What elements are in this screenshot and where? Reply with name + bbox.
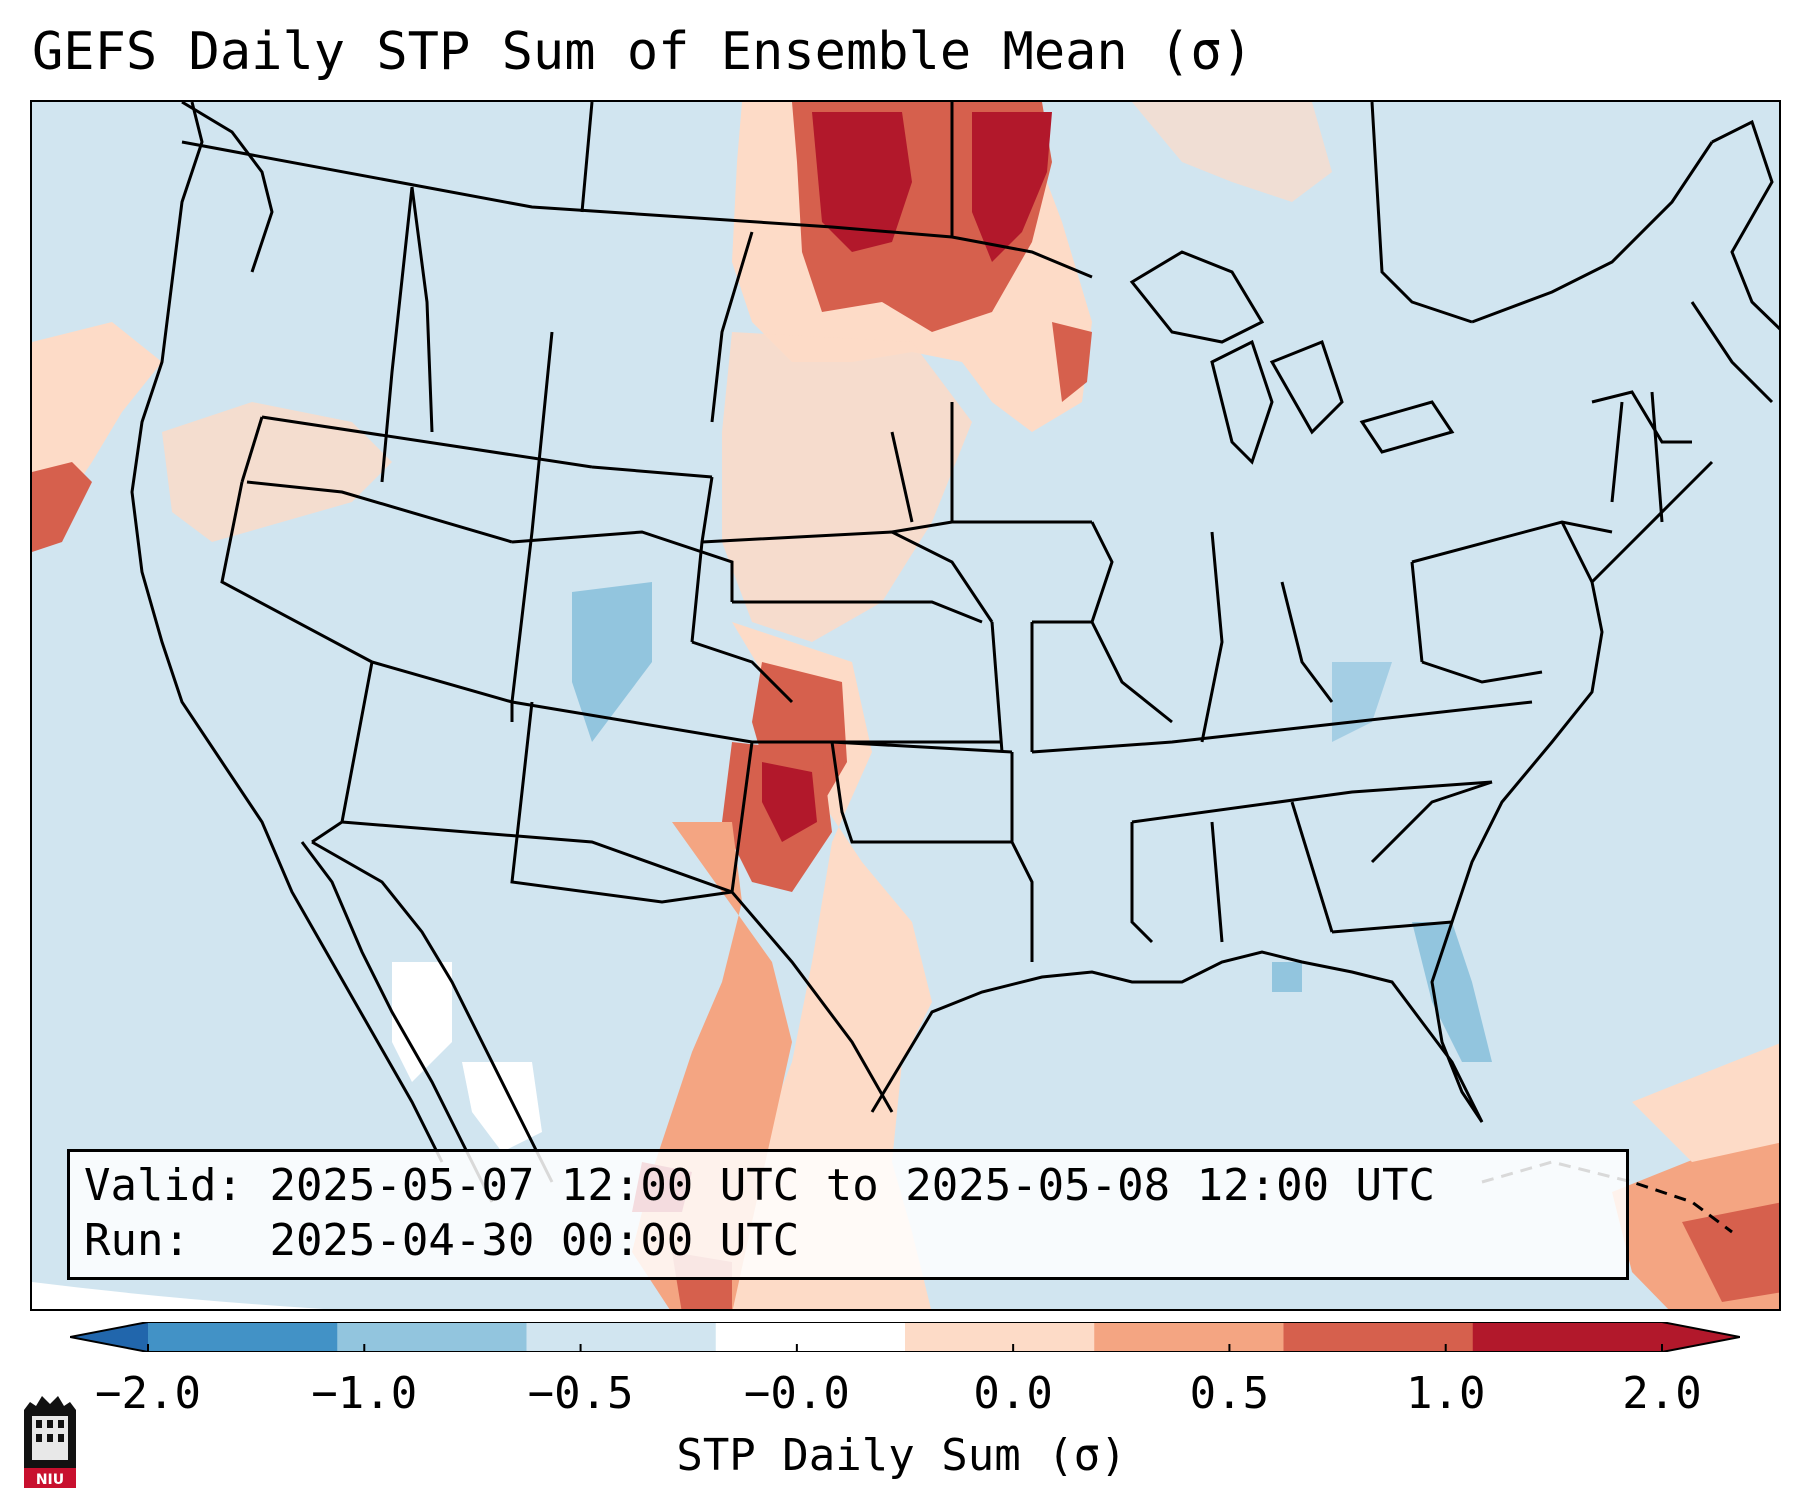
map-canvas bbox=[32, 102, 1779, 1309]
run-row: Run: 2025-04-30 00:00 UTC bbox=[84, 1213, 1626, 1268]
colorbar-tick-label: 2.0 bbox=[1622, 1368, 1702, 1419]
valid-row: Valid: 2025-05-07 12:00 UTC to 2025-05-0… bbox=[84, 1158, 1626, 1213]
colorbar-tick-label: −2.0 bbox=[95, 1368, 201, 1419]
colorbar-segment bbox=[1472, 1322, 1663, 1352]
niu-logo-icon: NIU bbox=[24, 1396, 76, 1488]
colorbar-segment bbox=[337, 1322, 527, 1352]
colorbar-tick-label: −0.0 bbox=[743, 1368, 850, 1419]
colorbar-label: STP Daily Sum (σ) bbox=[676, 1430, 1127, 1481]
map-frame[interactable] bbox=[30, 100, 1781, 1311]
colorbar-segment bbox=[715, 1322, 906, 1352]
valid-value: 2025-05-07 12:00 UTC to 2025-05-08 12:00… bbox=[269, 1160, 1436, 1211]
niu-logo-text: NIU bbox=[36, 1472, 64, 1488]
projection-edge bbox=[32, 1282, 324, 1309]
colorbar-segment bbox=[1094, 1322, 1284, 1352]
colorbar-segment bbox=[148, 1322, 338, 1352]
colorbar-segment bbox=[526, 1322, 717, 1352]
page-title: GEFS Daily STP Sum of Ensemble Mean (σ) bbox=[32, 22, 1253, 82]
run-label: Run: bbox=[84, 1215, 190, 1266]
map-borders bbox=[130, 102, 1779, 1234]
colorbar-tick-label: 0.0 bbox=[973, 1368, 1053, 1419]
colorbar-tick-label: −1.0 bbox=[311, 1368, 418, 1419]
colorbar-tick-label: 1.0 bbox=[1405, 1368, 1486, 1419]
colorbar bbox=[70, 1322, 1740, 1352]
valid-label: Valid: bbox=[84, 1160, 243, 1211]
run-value: 2025-04-30 00:00 UTC bbox=[269, 1215, 800, 1266]
valid-run-info-box: Valid: 2025-05-07 12:00 UTC to 2025-05-0… bbox=[67, 1149, 1629, 1280]
anomaly-field bbox=[32, 102, 1779, 1309]
colorbar-extend-high bbox=[1662, 1322, 1740, 1352]
colorbar-tick-label: −0.5 bbox=[527, 1368, 634, 1419]
colorbar-segment bbox=[1283, 1322, 1474, 1352]
colorbar-tick-label: 0.5 bbox=[1189, 1368, 1270, 1419]
colorbar-segment bbox=[905, 1322, 1095, 1352]
colorbar-extend-low bbox=[70, 1322, 148, 1352]
